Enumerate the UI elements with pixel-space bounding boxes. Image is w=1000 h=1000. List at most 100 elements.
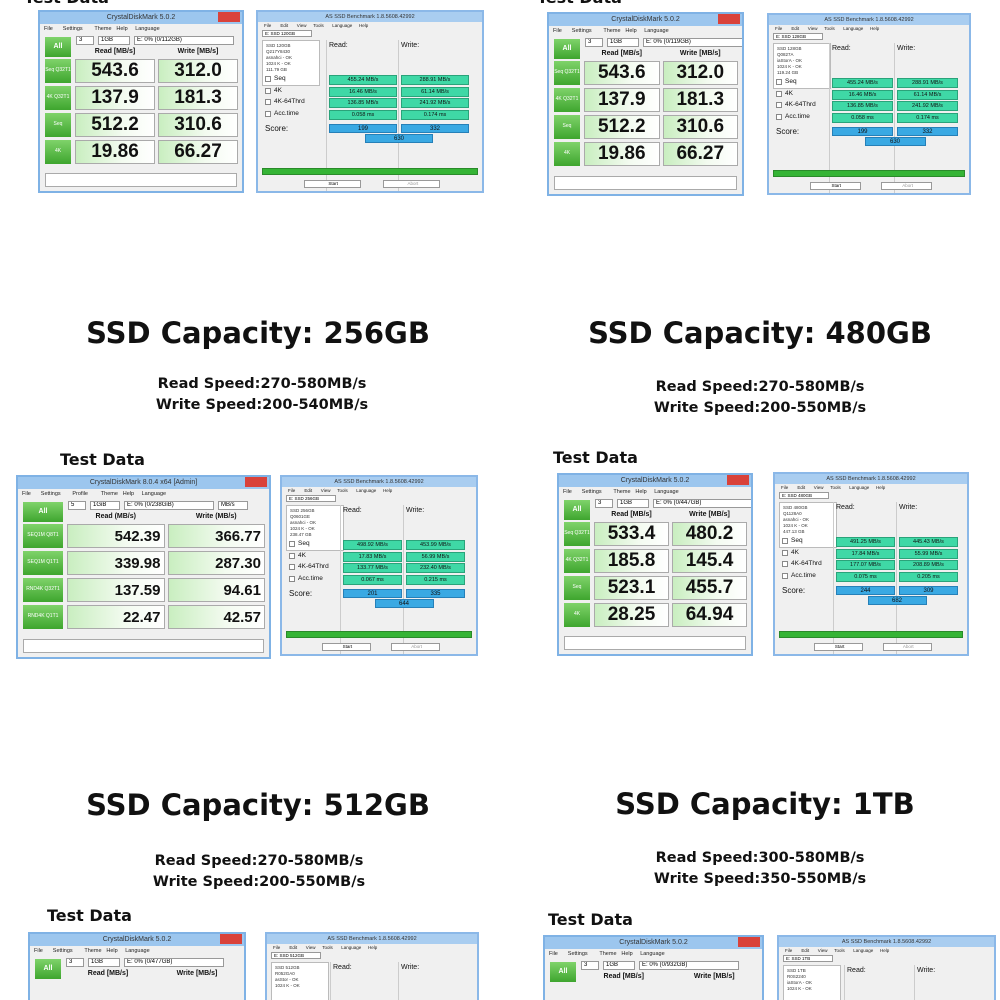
menu-item: Help (368, 945, 378, 950)
test-label: 4K Q32T1 (564, 549, 590, 573)
write-value: 0.215 ms (406, 574, 465, 585)
menu-item: Language (341, 945, 362, 950)
menu-item: Help (359, 23, 369, 28)
read-header: Read [MB/s] (611, 511, 652, 518)
write-value: 445.43 MB/s (899, 537, 958, 547)
close-button (727, 475, 749, 485)
read-value: 455.24 MB/s (832, 78, 893, 88)
read-header: Read: (329, 42, 348, 49)
checkbox (776, 90, 782, 97)
dropdown: E: 0% (0/238GiB) (124, 501, 214, 510)
write-value: 0.205 ms (899, 571, 958, 582)
menu-item: Theme (100, 491, 118, 497)
info-line: asStor - OK (275, 977, 299, 982)
menu-item: File (264, 23, 272, 28)
write-value: 42.57 (167, 605, 265, 629)
read-value: 533.4 (594, 522, 669, 546)
score-write: 332 (401, 124, 469, 133)
menu-item: Help (106, 948, 118, 954)
write-header: Write: (897, 45, 916, 52)
score-read: 244 (836, 586, 895, 595)
drive-select: E: SSD 256GB (286, 495, 336, 502)
write-value: 145.4 (672, 549, 747, 573)
menu-item: Settings (40, 491, 61, 497)
menu-item: Help (635, 489, 647, 495)
write-value: 312.0 (158, 59, 238, 83)
write-header: Write [MB/s] (177, 48, 219, 55)
menu-item: Theme (599, 951, 617, 957)
info-line: iaStorA - OK (777, 58, 803, 63)
test-label: 4K (554, 142, 580, 166)
checkbox (289, 575, 295, 582)
read-value: 512.2 (75, 113, 155, 137)
menu-item: File (553, 28, 562, 34)
read-value: 185.8 (594, 549, 669, 573)
column-divider (896, 502, 897, 654)
read-value: 543.6 (75, 59, 155, 83)
column-divider (398, 40, 399, 191)
start-button: Start (321, 643, 372, 651)
menu-item: Language (125, 948, 150, 954)
drive-select: E: SSD 1TB (783, 955, 833, 962)
menu-item: Language (356, 488, 377, 493)
menu-item: Help (122, 491, 135, 497)
menu-item: File (273, 945, 281, 950)
menu-item: Help (876, 485, 886, 490)
info-line: SSD 480GB (783, 505, 808, 510)
test-label: Seq Q32T1 (45, 59, 71, 83)
test-label: Seq Q32T1 (564, 522, 590, 546)
info-line: SSD 128GB (777, 46, 802, 51)
dropdown: 3 (76, 36, 94, 45)
read-speed: Read Speed:300-580MB/s (655, 850, 865, 866)
checkbox (776, 79, 782, 85)
read-header: Read [MB/s] (601, 50, 642, 57)
row-label: 4K (298, 551, 306, 559)
read-value: 137.59 (67, 578, 165, 602)
checkbox (289, 552, 295, 559)
read-header: Read [MB/s] (87, 970, 129, 977)
menu-item: Language (849, 485, 870, 490)
write-value: 480.2 (672, 522, 747, 546)
menu-item: File (775, 26, 783, 31)
menu-item: Language (843, 26, 864, 31)
close-button (220, 934, 242, 944)
menu-item: Settings (52, 948, 73, 954)
score-label: Score: (265, 124, 289, 133)
test-label: Seq (564, 576, 590, 600)
test-label: Seq (45, 113, 71, 137)
menu-item: Tools (337, 488, 348, 493)
dropdown: 1GB (607, 38, 639, 47)
row-label: 4K (791, 548, 799, 556)
menu-item: Edit (801, 948, 810, 953)
status-box (45, 173, 237, 187)
score-total: 630 (365, 134, 433, 143)
progress-bar (773, 170, 965, 177)
row-label: Acc.time (298, 574, 323, 582)
menu-item: File (785, 948, 793, 953)
menu-item: File (44, 26, 53, 32)
window-title: CrystalDiskMark 5.0.2 (549, 14, 742, 26)
drive-select: E: SSD 512GB (271, 952, 321, 959)
capacity-title: SSD Capacity: 480GB (588, 316, 932, 350)
crystaldiskmark-window: CrystalDiskMark 5.0.2 File Settings Theme He… (543, 935, 764, 1000)
menu-item: Help (870, 26, 880, 31)
info-line: SSD 256GB (290, 508, 315, 513)
read-value: 19.86 (75, 140, 155, 164)
progress-bar (262, 168, 478, 175)
menu-item: Tools (830, 485, 841, 490)
info-line: 1024 K - OK (783, 523, 808, 528)
read-value: 28.25 (594, 603, 669, 627)
menu-item: Help (880, 948, 890, 953)
row-label: Seq (274, 75, 286, 82)
menu-item: File (34, 948, 43, 954)
score-read: 199 (329, 124, 397, 133)
close-button (738, 937, 760, 947)
write-header: Write [MB/s] (693, 973, 735, 980)
window-title: CrystalDiskMark 5.0.2 (559, 475, 751, 487)
info-line: R052GA0 (275, 971, 295, 976)
menu-item: View (813, 485, 824, 490)
row-label: Seq (791, 537, 803, 544)
read-value: 136.85 MB/s (329, 98, 397, 108)
menu-item: Language (141, 491, 167, 497)
crystaldiskmark-window: CrystalDiskMark 5.0.2 File Settings Theme He… (547, 12, 744, 196)
